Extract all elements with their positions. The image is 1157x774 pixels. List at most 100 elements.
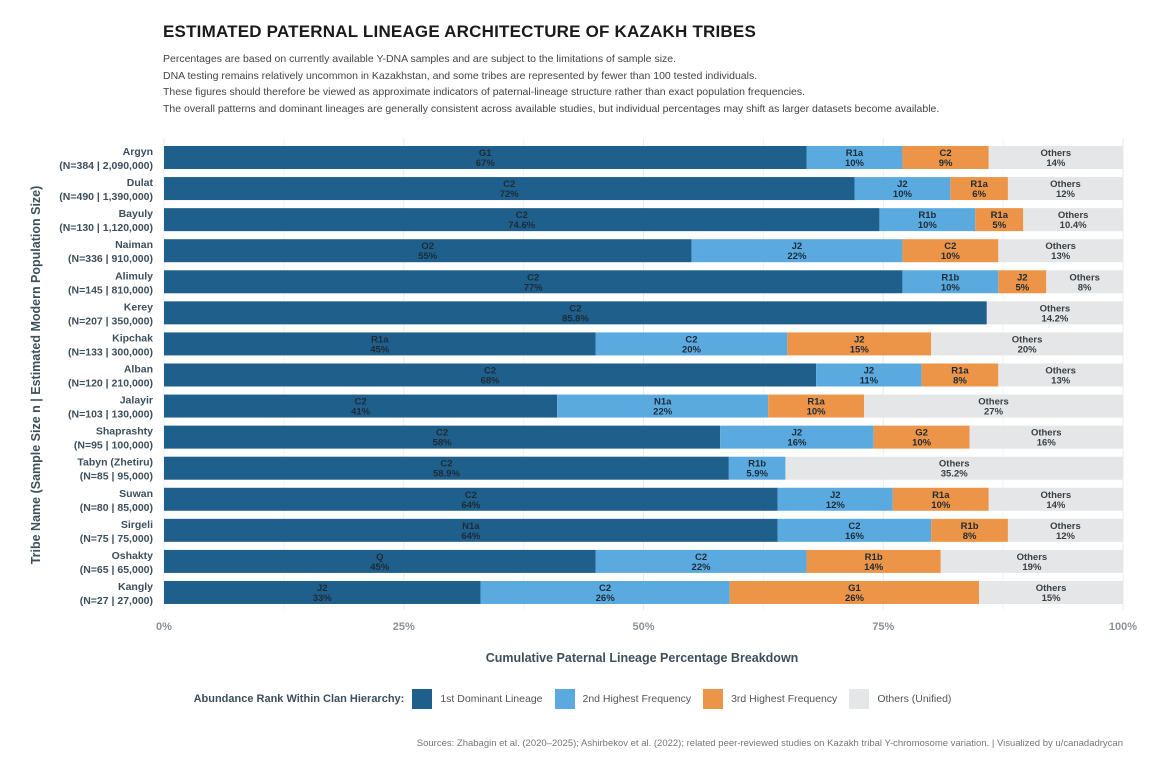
y-tick-label: Sirgeli [121,519,153,531]
bar-segment [998,270,1047,294]
legend: Abundance Rank Within Clan Hierarchy: 1s… [0,689,1157,709]
segment-percent-label: 16% [1037,438,1057,449]
legend-item: Others (Unified) [849,689,951,709]
bar-segment [975,208,1024,232]
bar-segment [806,146,903,169]
y-tick-label: Alban [124,363,153,375]
legend-swatch [554,689,575,709]
y-tick-label-info: (N=490 | 1,390,000) [59,191,153,203]
segment-haplogroup-label: G2 [915,428,928,439]
legend-label: Others (Unified) [877,693,952,705]
segment-haplogroup-label: R1a [371,334,389,345]
segment-percent-label: 41% [351,407,371,418]
segment-percent-label: 5.9% [746,469,768,480]
y-tick-label-info: (N=85 | 95,000) [80,471,153,483]
x-tick-label: 25% [393,621,415,633]
segment-percent-label: 74.6% [508,220,535,231]
y-tick-label-info: (N=120 | 210,000) [68,377,153,389]
segment-haplogroup-label: J2 [317,583,328,594]
bar-segment [595,332,788,356]
segment-percent-label: 19% [1022,562,1042,573]
bar-segment [777,518,932,542]
segment-percent-label: 14% [864,562,884,573]
segment-haplogroup-label: Others [1058,210,1089,221]
bar-segment [873,425,970,449]
y-tick-label-info: (N=130 | 1,120,000) [59,222,153,234]
segment-haplogroup-label: J2 [897,179,908,190]
y-tick-label-info: (N=80 | 85,000) [80,502,153,514]
segment-percent-label: 15% [1042,593,1062,604]
x-tick-label: 50% [632,621,654,633]
segment-percent-label: 10% [807,407,827,418]
bar-segment [729,580,980,604]
segment-percent-label: 35.2% [941,469,968,480]
segment-haplogroup-label: Others [1041,148,1072,159]
segment-haplogroup-label: Others [1012,334,1043,345]
y-tick-label: Alimuly [115,270,153,282]
y-tick-label-info: (N=336 | 910,000) [68,253,153,265]
segment-haplogroup-label: Others [1040,303,1071,314]
segment-haplogroup-label: R1b [961,521,979,532]
bar-segment [902,270,999,294]
bar-segment [854,177,951,201]
bar-segment [902,239,999,263]
bar-segment [1007,518,1123,542]
bar-segment [1046,270,1123,294]
bar-segment [940,549,1123,573]
source-caption: Sources: Zhabagin et al. (2020–2025); As… [416,738,1123,749]
segment-haplogroup-label: R1b [941,272,959,283]
segment-percent-label: 10.4% [1060,220,1087,231]
segment-percent-label: 8% [953,375,967,386]
bar-segment [864,394,1123,418]
segment-percent-label: 27% [984,407,1004,418]
segment-percent-label: 12% [826,500,846,511]
bar-segment [785,456,1123,480]
segment-haplogroup-label: C2 [848,521,860,532]
legend-swatch [412,689,433,709]
segment-haplogroup-label: R1a [951,365,969,376]
bar-segment [164,518,778,542]
bar-segment [1023,208,1123,232]
y-tick-label: Suwan [119,488,153,500]
subtitle-line: These figures should therefore be viewed… [163,86,806,98]
subtitle-line: Percentages are based on currently avail… [163,53,677,65]
segment-percent-label: 20% [1018,344,1038,355]
y-tick-label-info: (N=207 | 350,000) [68,315,153,327]
segment-percent-label: 22% [692,562,712,573]
bar-segment [986,301,1123,325]
segment-haplogroup-label: C2 [465,490,477,501]
bar-segment [164,239,692,263]
segment-percent-label: 64% [461,531,481,542]
bar-segment [691,239,903,263]
segment-percent-label: 14.2% [1041,313,1068,324]
bar-segment [998,363,1123,387]
segment-percent-label: 11% [860,375,879,386]
segment-percent-label: 12% [1056,531,1076,542]
y-tick-label-info: (N=103 | 130,000) [68,409,153,421]
segment-percent-label: 10% [893,189,913,200]
segment-percent-label: 33% [313,593,333,604]
y-tick-label: Shaprashty [96,426,153,438]
bar-segment [768,394,865,418]
bar-segment [480,580,730,604]
segment-percent-label: 8% [963,531,977,542]
segment-percent-label: 5% [1015,282,1029,293]
bar-segment [988,146,1123,169]
segment-percent-label: 85.8% [562,313,589,324]
segment-percent-label: 22% [653,407,673,418]
segment-percent-label: 13% [1051,375,1071,386]
bar-segment [164,580,481,604]
y-tick-label: Kerey [124,301,153,313]
legend-label: 1st Dominant Lineage [440,693,543,705]
segment-percent-label: 20% [682,344,702,355]
legend-item: 2nd Highest Frequency [554,689,691,709]
y-tick-label: Oshakty [112,550,154,562]
x-axis-label: Cumulative Paternal Lineage Percentage B… [485,651,799,665]
segment-percent-label: 55% [418,251,438,262]
legend-label: 3rd Highest Frequency [731,693,838,705]
segment-percent-label: 6% [972,189,986,200]
bar-segment [921,363,999,387]
segment-haplogroup-label: G1 [848,583,861,594]
segment-percent-label: 67% [476,158,496,169]
